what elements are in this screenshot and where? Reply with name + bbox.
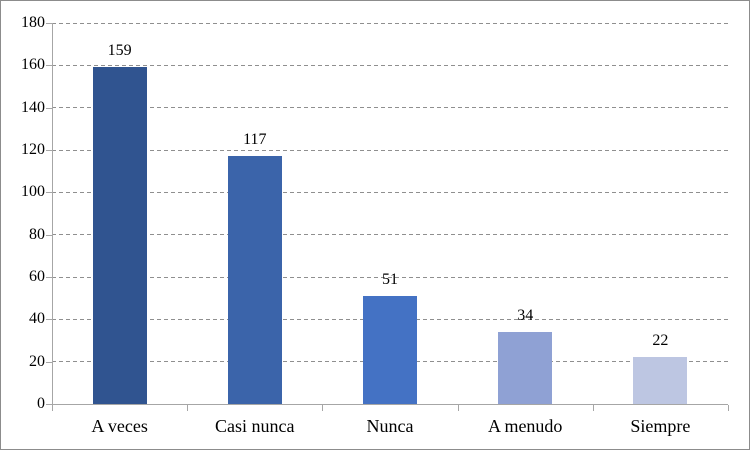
gridline: [52, 22, 728, 24]
category-label: Nunca: [366, 416, 414, 436]
y-axis-tick-label: 20: [29, 352, 45, 370]
gridline: [52, 107, 728, 109]
bar: [633, 357, 688, 404]
y-axis-tick: [46, 361, 52, 363]
y-axis-tick-label: 160: [21, 56, 45, 74]
bar-value-label: 34: [517, 307, 534, 324]
y-axis-tick: [46, 23, 52, 24]
bar-value-label: 51: [382, 271, 398, 288]
x-axis-tick: [457, 405, 459, 411]
x-axis-line: [52, 404, 728, 405]
bar-value-label: 117: [243, 131, 267, 148]
bar-value-label: 22: [652, 332, 669, 349]
bar: [363, 296, 417, 404]
gridline: [52, 149, 728, 151]
y-axis-tick-label: 100: [21, 183, 45, 201]
category-label: Casi nunca: [215, 416, 295, 436]
y-axis-tick: [46, 277, 52, 278]
y-axis-tick-label: 80: [29, 225, 45, 243]
y-axis-tick: [46, 319, 52, 321]
y-axis-line: [52, 23, 53, 411]
category-label: Siempre: [630, 416, 691, 436]
y-axis-tick: [46, 150, 52, 151]
y-axis-tick: [46, 404, 52, 405]
y-axis-tick: [46, 192, 52, 194]
x-axis-tick: [52, 405, 53, 411]
y-axis-tick-label: 180: [21, 14, 45, 31]
gridline: [52, 234, 728, 236]
x-axis-tick: [592, 405, 594, 411]
bar: [498, 332, 553, 404]
y-axis-tick-label: 40: [29, 310, 45, 328]
x-axis-tick: [728, 405, 729, 411]
bar-value-label: 159: [107, 42, 132, 59]
category-label: A veces: [91, 416, 148, 436]
gridline: [52, 276, 728, 278]
gridline: [52, 191, 728, 193]
y-axis-tick: [46, 65, 52, 67]
category-label: A menudo: [487, 416, 563, 436]
y-axis-tick-label: 0: [37, 395, 45, 412]
y-axis-tick-label: 140: [21, 98, 45, 116]
y-axis-tick: [46, 107, 52, 109]
y-axis-tick-label: 120: [21, 141, 45, 158]
gridline: [52, 64, 728, 66]
bar: [92, 67, 147, 404]
x-axis-tick: [322, 405, 324, 411]
y-axis-tick: [46, 234, 52, 236]
x-axis-tick: [187, 405, 189, 411]
bar: [227, 156, 282, 404]
y-axis-tick-label: 60: [29, 268, 45, 285]
